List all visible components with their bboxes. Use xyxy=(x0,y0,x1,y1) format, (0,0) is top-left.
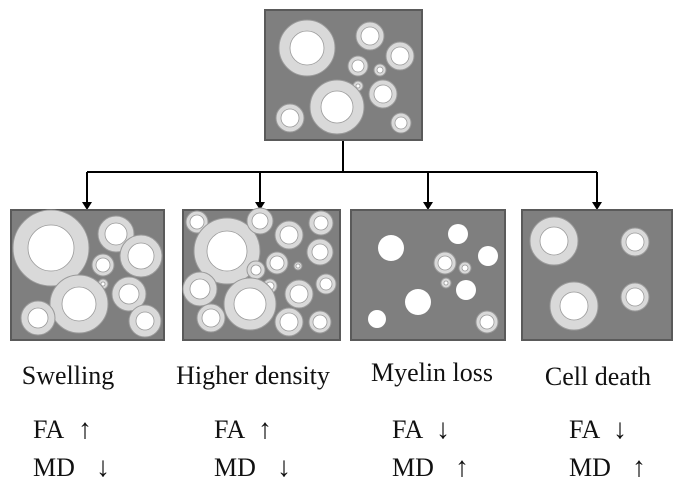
axon xyxy=(27,307,49,329)
axon xyxy=(279,225,299,245)
labels-cell-death: Cell death FA ↓ MD ↑ xyxy=(545,362,651,483)
demyelinated-axon xyxy=(378,235,404,261)
axon xyxy=(390,46,410,66)
axon xyxy=(201,308,221,328)
panel-myelin-loss xyxy=(350,209,506,341)
fa-arrow-swelling: ↑ xyxy=(78,414,92,445)
axon xyxy=(289,30,325,66)
cells-higher-density xyxy=(182,207,337,337)
md-arrow-cell-death: ↑ xyxy=(632,452,646,483)
fa-label-higher-density: FA xyxy=(214,415,246,444)
axon xyxy=(479,314,495,330)
demyelinated-axon xyxy=(448,224,468,244)
labels-myelin-loss: Myelin loss FA ↓ MD ↑ xyxy=(371,358,493,483)
panel-title-myelin-loss: Myelin loss xyxy=(371,358,493,387)
fa-arrow-higher-density: ↑ xyxy=(258,414,272,445)
parent-tissue-panel xyxy=(264,9,423,141)
axon xyxy=(360,26,380,46)
axon xyxy=(280,108,300,128)
axon xyxy=(625,287,645,307)
axon xyxy=(625,232,645,252)
panel-title-higher-density: Higher density xyxy=(176,361,330,390)
panel-swelling xyxy=(10,209,165,341)
panel-title-swelling: Swelling xyxy=(22,361,114,390)
axon xyxy=(61,286,97,322)
fa-label-swelling: FA xyxy=(33,415,65,444)
fa-label-myelin-loss: FA xyxy=(392,415,424,444)
labels-swelling: Swelling FA ↑ MD ↓ xyxy=(22,361,114,483)
axon xyxy=(539,226,569,256)
panel-title-cell-death: Cell death xyxy=(545,362,651,391)
axon xyxy=(135,311,155,331)
md-label-cell-death: MD xyxy=(569,453,611,482)
axon xyxy=(559,291,589,321)
axon xyxy=(127,242,155,270)
axon xyxy=(118,283,140,305)
axon xyxy=(319,277,333,291)
md-label-myelin-loss: MD xyxy=(392,453,434,482)
axon xyxy=(27,224,75,272)
axon xyxy=(100,281,106,287)
arrowhead-higher-density xyxy=(255,202,265,210)
demyelinated-axon xyxy=(368,310,386,328)
md-arrow-swelling: ↓ xyxy=(96,452,110,483)
axon xyxy=(461,264,469,272)
axon xyxy=(394,116,408,130)
arrowhead-myelin-loss xyxy=(423,202,433,210)
cells-myelin-loss xyxy=(368,224,499,334)
axon xyxy=(295,263,301,269)
axon xyxy=(437,255,453,271)
axon xyxy=(189,214,205,230)
axon xyxy=(250,264,262,276)
md-arrow-myelin-loss: ↑ xyxy=(455,452,469,483)
fa-arrow-cell-death: ↓ xyxy=(613,414,627,445)
fa-label-cell-death: FA xyxy=(569,415,601,444)
panel-higher-density xyxy=(182,207,341,341)
axon xyxy=(355,83,361,89)
arrowhead-swelling xyxy=(82,202,92,210)
panel-cell-death xyxy=(521,209,673,341)
axon xyxy=(189,278,211,300)
demyelinated-axon xyxy=(478,246,498,266)
cells-swelling xyxy=(12,209,163,338)
demyelinated-axon xyxy=(456,280,476,300)
md-label-swelling: MD xyxy=(33,453,75,482)
axon xyxy=(233,287,267,321)
axon xyxy=(206,230,248,272)
arrowheads xyxy=(82,202,602,210)
axon xyxy=(289,284,309,304)
axon xyxy=(251,212,269,230)
axon xyxy=(320,90,354,124)
axon xyxy=(269,255,285,271)
axon xyxy=(104,222,128,246)
fa-arrow-myelin-loss: ↓ xyxy=(436,414,450,445)
axon xyxy=(311,243,329,261)
demyelinated-axon xyxy=(405,289,431,315)
labels-higher-density: Higher density FA ↑ MD ↓ xyxy=(176,361,330,483)
md-arrow-higher-density: ↓ xyxy=(277,452,291,483)
axon xyxy=(312,314,328,330)
axon xyxy=(279,312,299,332)
arrowhead-cell-death xyxy=(592,202,602,210)
md-label-higher-density: MD xyxy=(214,453,256,482)
axon xyxy=(376,66,384,74)
axon xyxy=(373,84,393,104)
axon xyxy=(443,280,449,286)
cells-cell-death xyxy=(529,216,650,331)
axon xyxy=(95,257,111,273)
tree-connectors xyxy=(86,140,598,202)
cells-parent xyxy=(275,19,415,135)
axon xyxy=(351,59,365,73)
axon xyxy=(313,215,329,231)
